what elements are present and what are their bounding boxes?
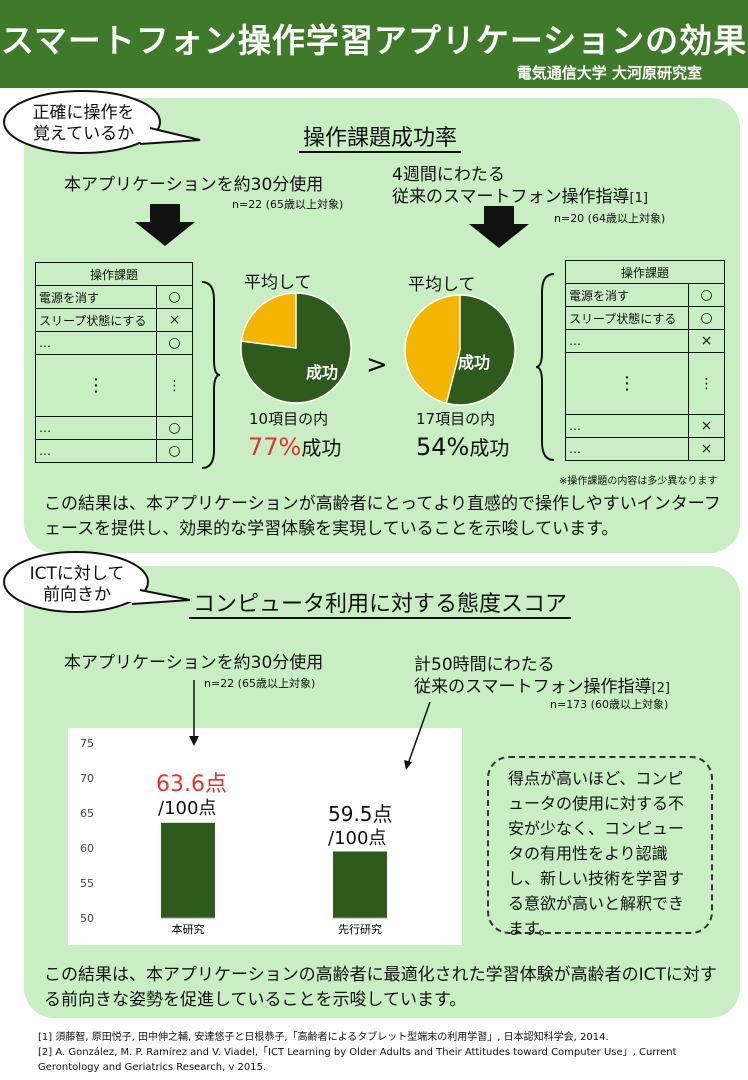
table-row: … ○ bbox=[35, 416, 193, 440]
left-pie-chart: 成功 bbox=[240, 292, 352, 404]
section-2-conclusion: この結果は、本アプリケーションの高齢者に最適化された学習体験が高齢者のICTに対… bbox=[44, 965, 717, 1010]
left-brace-icon bbox=[201, 281, 220, 469]
down-arrow-icon bbox=[135, 204, 195, 246]
right-pie-chart: 成功 bbox=[404, 294, 516, 406]
y-tick-label: 65 bbox=[80, 807, 94, 820]
interpretation-note-box bbox=[487, 756, 713, 934]
s2-right-condition-line1: 計50時間にわたる bbox=[414, 655, 555, 675]
chart-background bbox=[68, 728, 462, 945]
interpretation-note: 得点が高いほど、コンピュータの使用に対する不安が少なく、コンピュータの有用性をよ… bbox=[508, 769, 685, 938]
references: [1] 須藤智, 原田悦子, 田中伸之輔, 安達悠子と日根恭子,「高齢者によるタ… bbox=[38, 1030, 738, 1075]
section-2-title: コンピュータ利用に対する態度スコア bbox=[170, 586, 590, 619]
right-task-table: 操作課題 電源を消す ○ スリープ状態にする ○ … × ⋮ ⋮ … × … × bbox=[565, 260, 725, 461]
table-row: … × bbox=[565, 329, 725, 353]
left-avg-label: 平均して bbox=[244, 273, 312, 293]
reference-2: [2] A. González, M. P. Ramírez and V. Vi… bbox=[38, 1047, 677, 1073]
y-tick-label: 75 bbox=[80, 737, 94, 750]
right-percent: 54%成功 bbox=[416, 433, 510, 461]
right-condition-line1: 4週間にわたる bbox=[392, 165, 505, 185]
score-1: 63.6点 bbox=[156, 772, 227, 797]
pie-label: 成功 bbox=[458, 353, 490, 372]
right-avg-label: 平均して bbox=[408, 275, 476, 295]
left-n: n=22 (65歳以上対象) bbox=[232, 198, 344, 211]
table-row: ⋮ ⋮ bbox=[35, 354, 193, 417]
lab-name: 電気通信大学 大河原研究室 bbox=[516, 64, 702, 82]
table-header: 操作課題 bbox=[565, 260, 725, 284]
arrow-to-bar1 bbox=[189, 680, 199, 746]
y-tick-label: 70 bbox=[80, 772, 94, 785]
greater-than-sign: > bbox=[366, 350, 388, 380]
reference-1: [1] 須藤智, 原田悦子, 田中伸之輔, 安達悠子と日根恭子,「高齢者によるタ… bbox=[38, 1032, 609, 1043]
x-category-label: 先行研究 bbox=[338, 922, 382, 936]
speech-bubble-2 bbox=[3, 551, 191, 613]
right-brace-icon bbox=[536, 273, 555, 461]
score-1-unit: /100点 bbox=[158, 798, 217, 819]
table-row: 電源を消す ○ bbox=[35, 285, 193, 309]
bubble-1-text: 正確に操作を 覚えているか bbox=[32, 103, 135, 144]
section-1-title: 操作課題成功率 bbox=[250, 120, 510, 153]
table-row: … × bbox=[565, 437, 725, 461]
table-header: 操作課題 bbox=[35, 262, 193, 286]
header-banner bbox=[0, 0, 748, 88]
x-category-label: 本研究 bbox=[172, 922, 205, 936]
s2-left-condition: 本アプリケーションを約30分使用 bbox=[64, 653, 324, 673]
down-arrow-icon bbox=[469, 206, 529, 248]
arrow-to-bar2 bbox=[404, 701, 431, 770]
table-row: 電源を消す ○ bbox=[565, 283, 725, 307]
y-tick-label: 50 bbox=[80, 912, 94, 925]
pie-label: 成功 bbox=[306, 363, 338, 382]
table-row: スリープ状態にする × bbox=[35, 308, 193, 332]
s2-left-n: n=22 (65歳以上対象) bbox=[204, 677, 316, 690]
pie-slice-success bbox=[240, 292, 352, 404]
y-tick-label: 55 bbox=[80, 877, 94, 890]
table-row: … × bbox=[565, 414, 725, 438]
left-percent: 77%成功 bbox=[248, 433, 342, 461]
right-items-label: 17項目の内 bbox=[416, 410, 496, 428]
page-title: スマートフォン操作学習アプリケーションの効果 bbox=[0, 21, 748, 60]
attitude-bar-chart: 50 55 60 65 70 75 本研究 先行研究 bbox=[80, 737, 387, 936]
left-condition: 本アプリケーションを約30分使用 bbox=[64, 175, 324, 195]
right-condition-line2: 従来のスマートフォン操作指導[1] bbox=[392, 187, 648, 207]
s2-right-n: n=173 (60歳以上対象) bbox=[550, 698, 669, 711]
speech-bubble-1 bbox=[3, 90, 201, 154]
pie-slice-success bbox=[445, 294, 516, 406]
y-tick-label: 60 bbox=[80, 842, 94, 855]
bar bbox=[161, 822, 215, 918]
score-2-unit: /100点 bbox=[328, 828, 387, 849]
table-row: … ○ bbox=[35, 439, 193, 463]
section-1-conclusion: この結果は、本アプリケーションが高齢者にとってより直感的で操作しやすいインターフ… bbox=[44, 494, 721, 539]
table-note: ※操作課題の内容は多少異なります bbox=[559, 476, 718, 487]
right-n: n=20 (64歳以上対象) bbox=[554, 212, 666, 225]
left-items-label: 10項目の内 bbox=[249, 410, 329, 428]
table-row: スリープ状態にする ○ bbox=[565, 306, 725, 330]
table-row: ⋮ ⋮ bbox=[565, 352, 725, 415]
bubble-2-text: ICTに対して 前向きか bbox=[29, 564, 125, 605]
bar bbox=[333, 851, 387, 918]
score-2: 59.5点 bbox=[328, 802, 393, 826]
s2-right-condition-line2: 従来のスマートフォン操作指導[2] bbox=[414, 677, 670, 697]
left-task-table: 操作課題 電源を消す ○ スリープ状態にする × … ○ ⋮ ⋮ … ○ … ○ bbox=[35, 262, 193, 463]
table-row: … ○ bbox=[35, 331, 193, 355]
